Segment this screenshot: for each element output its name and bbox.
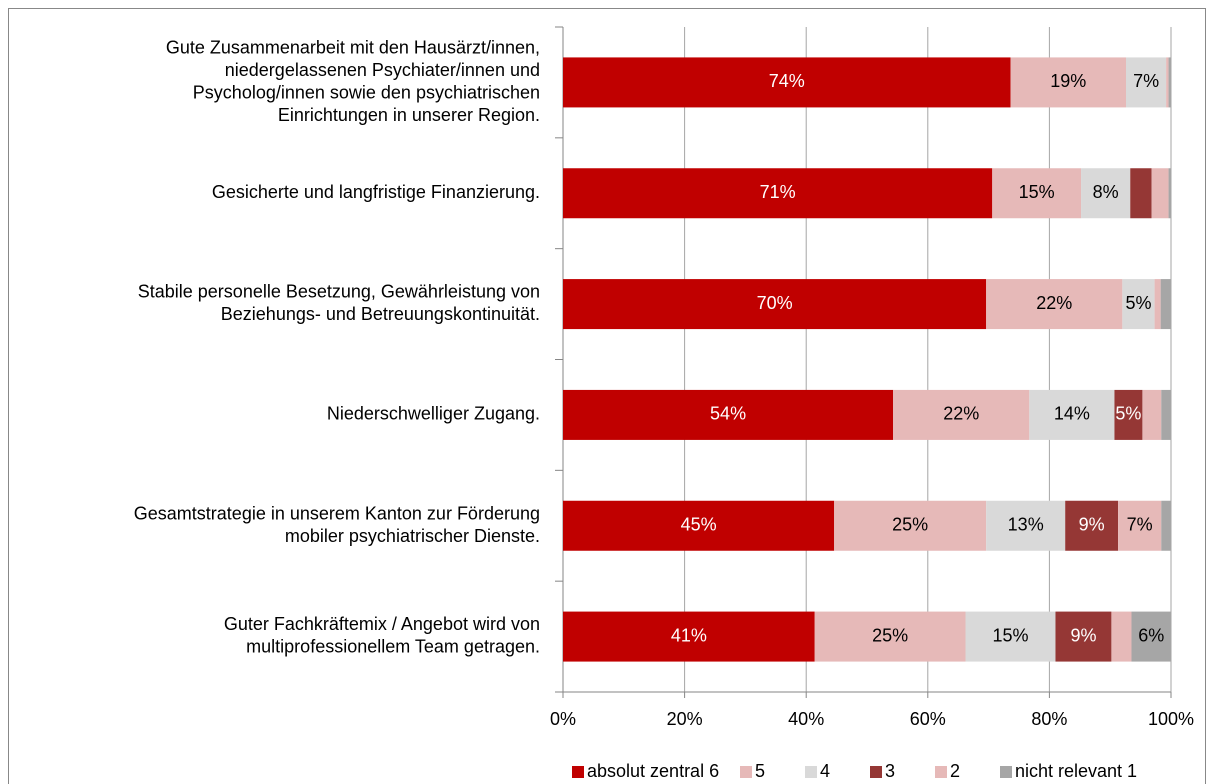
category-label: niedergelassenen Psychiater/innen und bbox=[225, 60, 540, 80]
bar-segment bbox=[563, 57, 1011, 108]
value-label: 25% bbox=[872, 625, 908, 645]
legend-swatch bbox=[740, 766, 752, 778]
bar-segment bbox=[1154, 279, 1161, 330]
bar-segment bbox=[563, 168, 993, 219]
bar-segment bbox=[563, 500, 835, 551]
bar-segment bbox=[563, 279, 987, 330]
bar-segment bbox=[1081, 168, 1131, 219]
value-label: 8% bbox=[1093, 182, 1119, 202]
bar-segment bbox=[1122, 279, 1155, 330]
value-label: 19% bbox=[1050, 71, 1086, 91]
value-label: 45% bbox=[681, 515, 717, 535]
value-label: 6% bbox=[1138, 625, 1164, 645]
bar-segment bbox=[1161, 389, 1171, 440]
category-label: Beziehungs- und Betreuungskontinuität. bbox=[221, 304, 540, 324]
category-label: Psycholog/innen sowie den psychiatrische… bbox=[193, 82, 540, 102]
bar-segment bbox=[1114, 389, 1143, 440]
bar-segment bbox=[814, 611, 966, 662]
bar-segment bbox=[986, 500, 1066, 551]
bar-segment bbox=[563, 389, 894, 440]
value-label: 13% bbox=[1008, 515, 1044, 535]
value-label: 7% bbox=[1133, 71, 1159, 91]
bar-segment bbox=[1111, 611, 1132, 662]
x-tick-label: 80% bbox=[1031, 709, 1067, 729]
category-label: Gute Zusammenarbeit mit den Hausärzt/inn… bbox=[166, 37, 540, 57]
legend-label: 4 bbox=[820, 761, 830, 781]
bar-segment bbox=[893, 389, 1030, 440]
x-tick-label: 100% bbox=[1148, 709, 1194, 729]
bar-segment bbox=[1168, 168, 1171, 219]
legend-label: 2 bbox=[950, 761, 960, 781]
category-label: multiprofessionellem Team getragen. bbox=[246, 637, 540, 657]
legend-swatch bbox=[1000, 766, 1012, 778]
bar-segment bbox=[1065, 500, 1119, 551]
category-label: Gesicherte und langfristige Finanzierung… bbox=[212, 182, 540, 202]
bar-segment bbox=[992, 168, 1082, 219]
value-label: 7% bbox=[1127, 515, 1153, 535]
category-label: Einrichtungen in unserer Region. bbox=[278, 105, 540, 125]
legend-swatch bbox=[870, 766, 882, 778]
value-label: 54% bbox=[710, 404, 746, 424]
value-label: 14% bbox=[1054, 404, 1090, 424]
value-label: 15% bbox=[992, 625, 1028, 645]
category-label: Niederschwelliger Zugang. bbox=[327, 404, 540, 424]
bar-segment bbox=[1055, 611, 1112, 662]
legend-swatch bbox=[935, 766, 947, 778]
x-tick-label: 20% bbox=[667, 709, 703, 729]
bar-segment bbox=[1151, 168, 1169, 219]
bar-segment bbox=[1131, 611, 1171, 662]
bar-segment bbox=[1130, 168, 1152, 219]
bar-segment bbox=[1118, 500, 1162, 551]
category-label: mobiler psychiatrischer Dienste. bbox=[285, 526, 540, 546]
bar-segment bbox=[1029, 389, 1115, 440]
bar-segment bbox=[1126, 57, 1167, 108]
chart-frame bbox=[8, 8, 1206, 784]
legend-swatch bbox=[572, 766, 584, 778]
value-label: 5% bbox=[1125, 293, 1151, 313]
category-label: Guter Fachkräftemix / Angebot wird von bbox=[224, 614, 540, 634]
value-label: 74% bbox=[769, 71, 805, 91]
bar-segment bbox=[1142, 389, 1162, 440]
category-label: Gesamtstrategie in unserem Kanton zur Fö… bbox=[134, 503, 540, 523]
x-tick-label: 60% bbox=[910, 709, 946, 729]
bar-segment bbox=[1161, 500, 1171, 551]
x-tick-label: 0% bbox=[550, 709, 576, 729]
bar-segment bbox=[1166, 57, 1169, 108]
category-label: Stabile personelle Besetzung, Gewährleis… bbox=[138, 282, 540, 302]
value-label: 25% bbox=[892, 515, 928, 535]
value-label: 15% bbox=[1019, 182, 1055, 202]
bar-segment bbox=[1168, 57, 1171, 108]
value-label: 22% bbox=[1036, 293, 1072, 313]
value-label: 9% bbox=[1070, 625, 1096, 645]
legend-label: 5 bbox=[755, 761, 765, 781]
value-label: 41% bbox=[671, 625, 707, 645]
value-label: 9% bbox=[1079, 515, 1105, 535]
value-label: 70% bbox=[757, 293, 793, 313]
bar-segment bbox=[834, 500, 987, 551]
legend-label: 3 bbox=[885, 761, 895, 781]
legend-label: nicht relevant 1 bbox=[1015, 761, 1137, 781]
legend-swatch bbox=[805, 766, 817, 778]
bar-segment bbox=[986, 279, 1123, 330]
value-label: 5% bbox=[1115, 404, 1141, 424]
bar-segment bbox=[1160, 279, 1171, 330]
value-label: 71% bbox=[760, 182, 796, 202]
x-tick-label: 40% bbox=[788, 709, 824, 729]
value-label: 22% bbox=[943, 404, 979, 424]
legend-label: absolut zentral 6 bbox=[587, 761, 719, 781]
bar-segment bbox=[1010, 57, 1127, 108]
bar-segment bbox=[563, 611, 815, 662]
bar-segment bbox=[965, 611, 1056, 662]
